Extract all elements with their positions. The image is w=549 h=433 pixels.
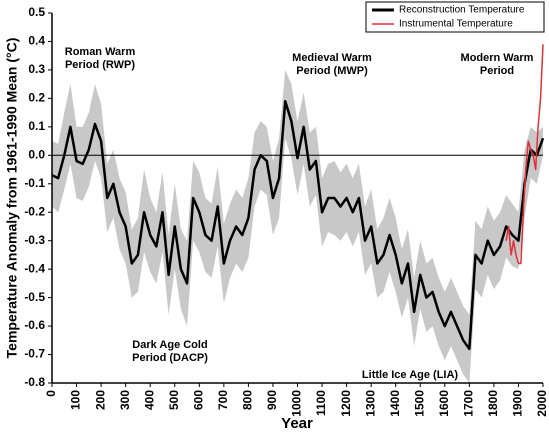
- annotation: Medieval Warm: [292, 52, 372, 64]
- x-tick-label: 1000: [290, 390, 304, 417]
- legend-box: [365, 1, 545, 33]
- x-tick-label: 700: [216, 390, 230, 410]
- y-tick-label: -0.3: [24, 233, 45, 247]
- y-tick-label: 0.1: [28, 119, 45, 133]
- y-tick-label: -0.1: [24, 176, 45, 190]
- annotation: Period (MWP): [296, 65, 368, 77]
- x-tick-label: 600: [191, 390, 205, 410]
- y-tick-label: 0.5: [28, 5, 45, 19]
- y-tick-label: -0.5: [24, 290, 45, 304]
- x-tick-label: 0: [44, 390, 58, 397]
- x-tick-label: 1300: [363, 390, 377, 417]
- y-axis-label: Temperature Anomaly from 1961-1990 Mean …: [4, 38, 20, 359]
- x-tick-label: 1100: [314, 390, 328, 416]
- x-tick-label: 1700: [462, 390, 476, 417]
- annotation: Period: [480, 65, 514, 77]
- y-tick-label: -0.7: [24, 347, 45, 361]
- y-tick-label: 0.2: [28, 91, 45, 105]
- y-tick-label: -0.6: [24, 318, 45, 332]
- y-tick-label: 0.0: [28, 147, 45, 161]
- annotation: Period (DACP): [132, 352, 208, 364]
- x-tick-label: 1500: [412, 390, 426, 417]
- x-tick-label: 1600: [437, 390, 451, 417]
- series-line: [505, 44, 544, 265]
- y-tick-label: 0.3: [28, 62, 45, 76]
- x-tick-label: 1200: [339, 390, 353, 417]
- y-tick-label: 0.4: [28, 34, 45, 48]
- y-tick-label: -0.8: [24, 375, 45, 389]
- x-tick-label: 1900: [511, 390, 525, 417]
- y-tick-label: -0.2: [24, 204, 45, 218]
- x-tick-label: 500: [167, 390, 181, 410]
- y-tick-label: -0.4: [24, 261, 45, 275]
- annotation: Little Ice Age (LIA): [362, 369, 458, 381]
- x-tick-label: 2000: [535, 390, 549, 417]
- annotation: Modern Warm: [461, 52, 534, 64]
- x-axis-label: Year: [281, 415, 313, 432]
- x-tick-label: 300: [118, 390, 132, 410]
- x-tick-label: 1400: [388, 390, 402, 417]
- x-tick-label: 400: [142, 390, 156, 410]
- x-tick-label: 1800: [486, 390, 500, 417]
- legend-label: Instrumental Temperature: [399, 19, 513, 30]
- annotation: Roman Warm: [65, 46, 136, 58]
- x-tick-label: 200: [93, 390, 107, 410]
- x-tick-label: 100: [69, 390, 83, 410]
- annotation: Dark Age Cold: [132, 339, 207, 351]
- x-tick-label: 800: [241, 390, 255, 410]
- legend-label: Reconstruction Temperature: [399, 5, 525, 16]
- x-tick-label: 900: [265, 390, 279, 410]
- annotation: Period (RWP): [65, 59, 135, 71]
- series-line: [51, 99, 545, 351]
- uncertainty-band: [52, 69, 543, 383]
